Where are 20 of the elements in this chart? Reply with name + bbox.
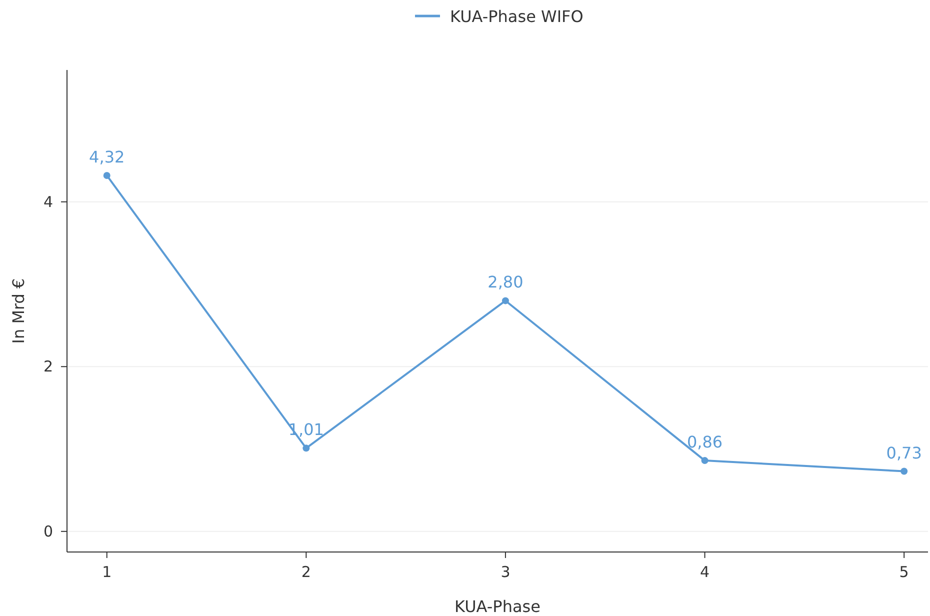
point: [701, 457, 708, 464]
data-label: 0,73: [886, 443, 922, 462]
data-label: 2,80: [488, 272, 524, 292]
x-tick-label: 3: [500, 563, 510, 581]
x-tick-label: 2: [301, 563, 311, 581]
x-axis-title: KUA-Phase: [454, 597, 540, 616]
x-tick-label: 1: [102, 563, 112, 581]
y-tick-label: 0: [43, 522, 53, 540]
x-tick-label: 5: [899, 563, 909, 581]
data-label: 0,86: [686, 432, 723, 452]
point: [302, 444, 310, 452]
y-axis-title: In Mrd €: [9, 278, 28, 344]
y-tick-label: 2: [43, 358, 53, 376]
point: [900, 468, 908, 475]
y-tick-label: 4: [43, 192, 53, 211]
data-label: 4,32: [89, 147, 125, 166]
x-tick-label: 4: [700, 563, 710, 581]
point: [502, 297, 509, 304]
point: [103, 172, 110, 179]
legend-label: KUA-Phase WIFO: [450, 7, 584, 26]
